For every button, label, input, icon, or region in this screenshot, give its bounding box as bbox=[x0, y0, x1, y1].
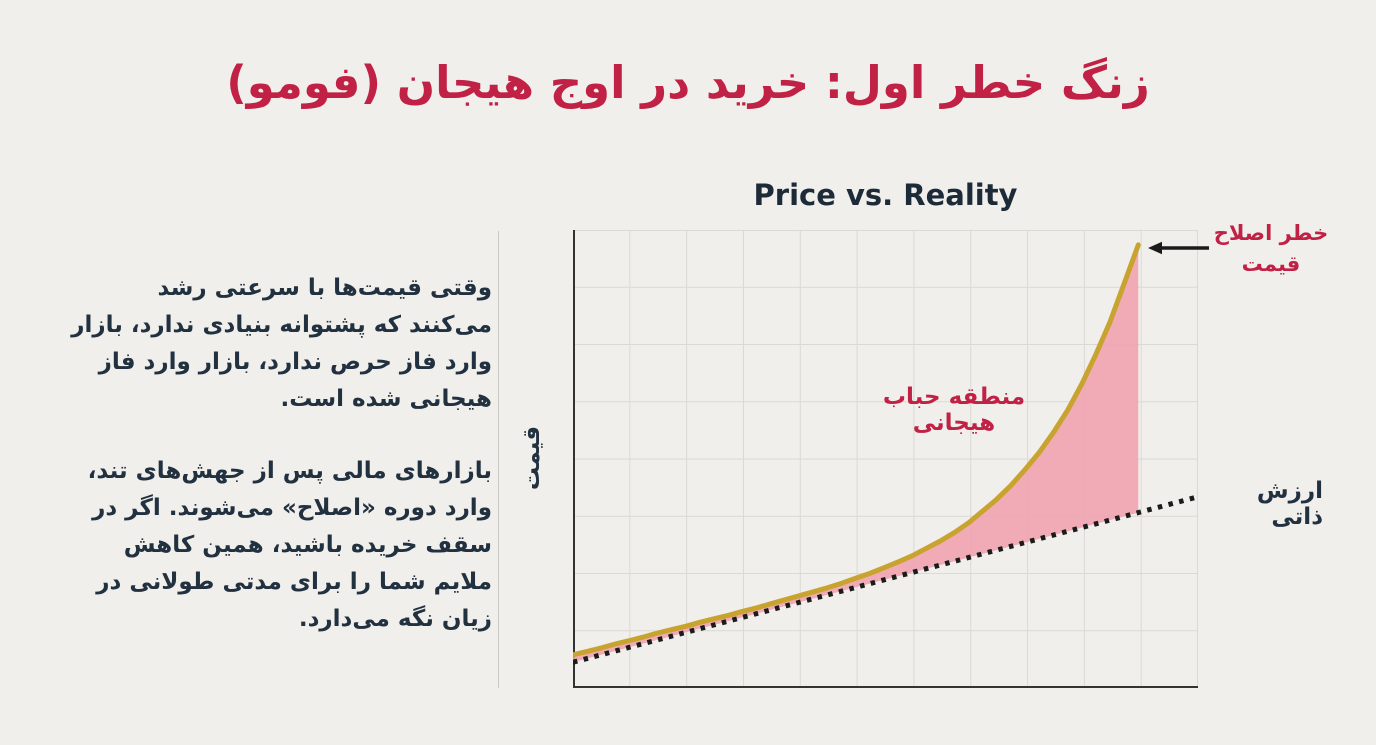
page-title: زنگ خطر اول: خرید در اوج هیجان (فومو) bbox=[226, 56, 1150, 109]
intro-paragraph-1: وقتی قیمت‌ها با سرعتی رشد می‌کنند که پشت… bbox=[71, 275, 492, 412]
vertical-divider bbox=[498, 231, 499, 688]
chart-title: Price vs. Reality bbox=[753, 178, 1018, 212]
intrinsic-value-label: ارزش ذاتی bbox=[1256, 478, 1323, 530]
price-chart bbox=[573, 230, 1198, 688]
correction-arrow-icon bbox=[1148, 241, 1209, 255]
correction-risk-label: خطر اصلاح قیمت bbox=[1213, 221, 1329, 276]
y-axis-label: قیمت bbox=[519, 425, 545, 491]
intro-text: وقتی قیمت‌ها با سرعتی رشد می‌کنند که پشت… bbox=[68, 270, 492, 638]
intro-paragraph-2: بازارهای مالی پس از جهش‌های تند، وارد دو… bbox=[87, 458, 492, 632]
bubble-zone-label: منطقه حباب هیجانی bbox=[882, 384, 1026, 436]
